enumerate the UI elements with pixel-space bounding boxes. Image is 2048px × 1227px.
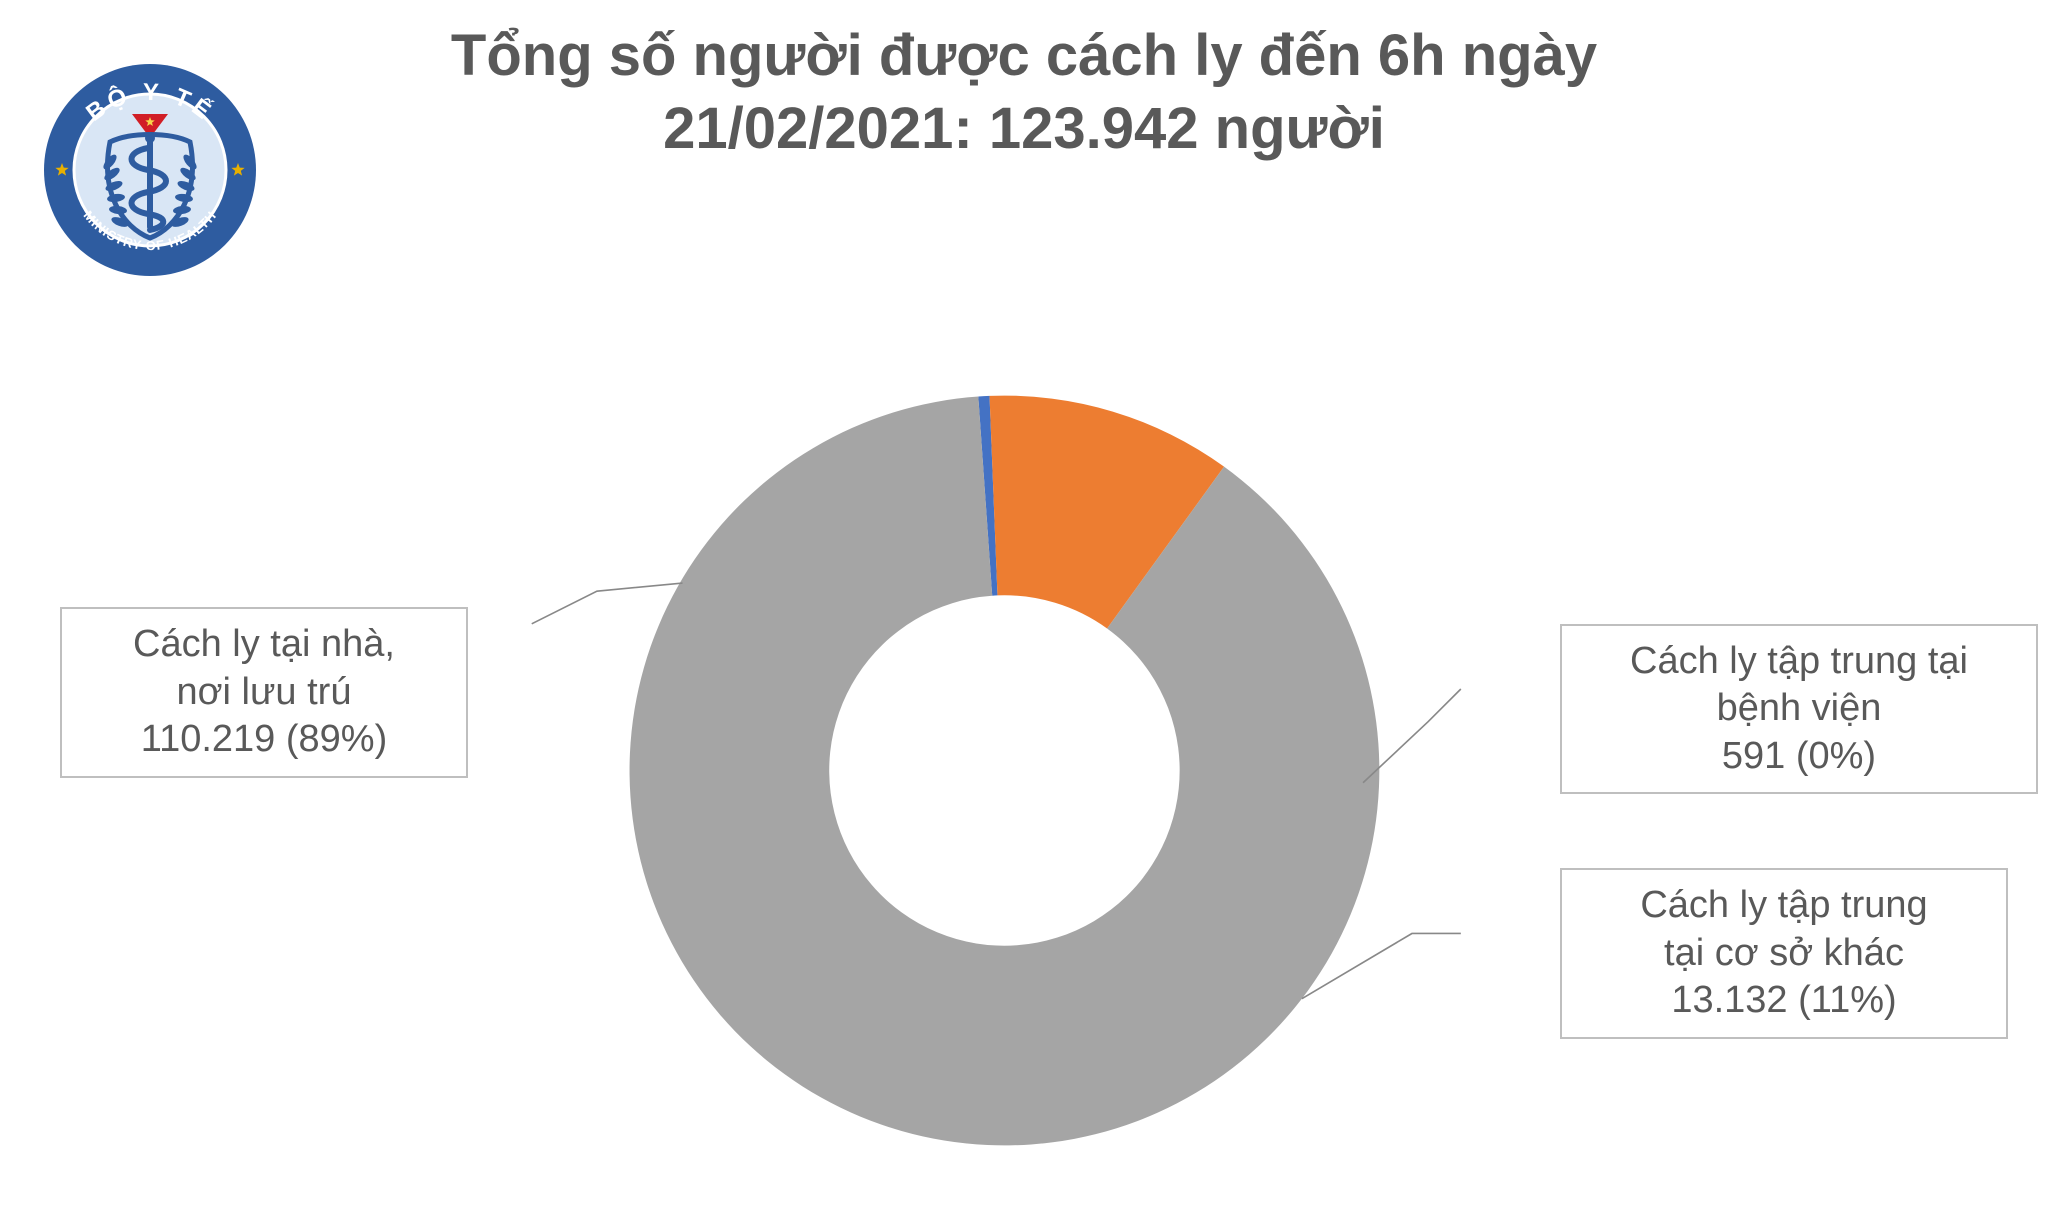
chart-title-line2: 21/02/2021: 123.942 người	[663, 96, 1385, 161]
slice-label-home-line1: Cách ly tại nhà,	[84, 621, 444, 669]
slice-label-hospital: Cách ly tập trung tạibệnh viện591 (0%)	[1560, 624, 2038, 795]
slice-label-other_facility-line2: tại cơ sở khác	[1584, 930, 1984, 978]
slice-label-other_facility: Cách ly tập trungtại cơ sở khác13.132 (1…	[1560, 868, 2008, 1039]
chart-title-line1: Tổng số người được cách ly đến 6h ngày	[451, 23, 1597, 88]
slice-label-other_facility-line3: 13.132 (11%)	[1584, 977, 1984, 1025]
slice-label-hospital-line2: bệnh viện	[1584, 685, 2014, 733]
slice-label-hospital-line1: Cách ly tập trung tại	[1584, 638, 2014, 686]
slice-label-hospital-line3: 591 (0%)	[1584, 733, 2014, 781]
slice-label-home-line3: 110.219 (89%)	[84, 716, 444, 764]
slice-label-home: Cách ly tại nhà,nơi lưu trú110.219 (89%)	[60, 607, 468, 778]
leader-line-home	[532, 583, 683, 624]
donut-chart-container: Cách ly tập trung tạibệnh viện591 (0%)Cá…	[0, 200, 2048, 1200]
chart-title: Tổng số người được cách ly đến 6h ngày 2…	[0, 20, 2048, 165]
slice-label-home-line2: nơi lưu trú	[84, 669, 444, 717]
slice-label-other_facility-line1: Cách ly tập trung	[1584, 882, 1984, 930]
